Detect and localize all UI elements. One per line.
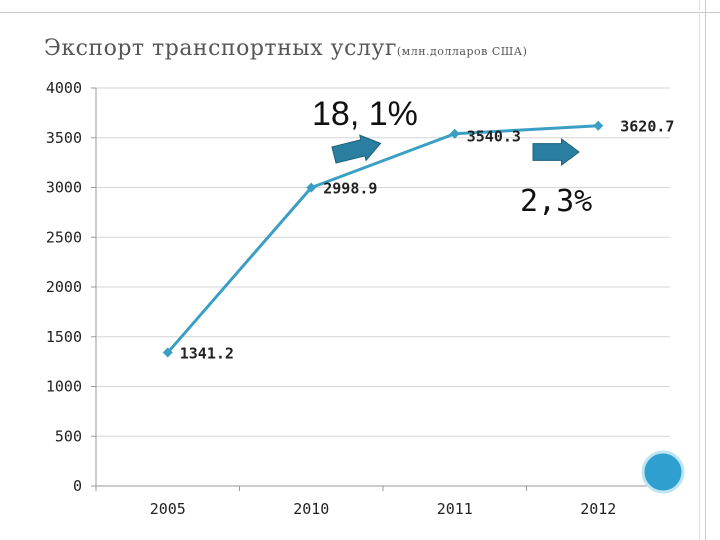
chart-title-main: Экспорт транспортных услуг: [44, 36, 397, 61]
x-tick-label: 2011: [437, 500, 473, 518]
data-point-marker: [449, 128, 460, 139]
data-label: 1341.2: [180, 345, 234, 363]
y-tick-label: 1000: [46, 378, 82, 396]
chart-title: Экспорт транспортных услуг(млн.долларов …: [44, 36, 527, 61]
decorative-circle: [641, 450, 685, 494]
series-line-path: [166, 124, 599, 354]
growth-label-2010-2011: 18, 1%: [312, 95, 418, 133]
data-point-marker: [162, 347, 173, 358]
y-axis-ticks: 0 500 1000 1500 2000 2500 3000 3500 4000: [46, 79, 82, 495]
y-tick-label: 0: [73, 477, 82, 495]
y-tick-label: 500: [55, 427, 82, 445]
x-tick-label: 2012: [580, 500, 616, 518]
data-point-marker: [306, 182, 317, 193]
y-tick-label: 3000: [46, 179, 82, 197]
data-label: 3540.3: [467, 128, 521, 146]
data-label: 2998.9: [323, 180, 377, 198]
data-label: 3620.7: [620, 118, 674, 136]
x-tick-label: 2010: [293, 500, 329, 518]
y-tick-label: 1500: [46, 328, 82, 346]
y-tick-label: 3500: [46, 129, 82, 147]
growth-label-2011-2012: 2,3%: [520, 184, 593, 219]
y-tick-label: 4000: [46, 79, 82, 97]
series-line: [162, 120, 604, 358]
data-labels: 1341.2 2998.9 3540.3 3620.7: [180, 118, 675, 363]
y-tick-label: 2000: [46, 278, 82, 296]
growth-arrow-icon: [532, 138, 580, 166]
growth-arrow-icon: [331, 134, 382, 164]
x-tick-label: 2005: [150, 500, 186, 518]
y-tick-label: 2500: [46, 228, 82, 246]
data-point-marker: [593, 120, 604, 131]
slide-frame-right-inner: [699, 0, 700, 540]
x-axis-ticks: 2005 2010 2011 2012: [150, 500, 617, 518]
slide-frame-right: [705, 0, 706, 540]
growth-arrows: [331, 134, 580, 166]
slide-frame-top: [0, 12, 720, 13]
gridlines: [91, 87, 671, 491]
chart-title-sub: (млн.долларов США): [396, 45, 528, 58]
